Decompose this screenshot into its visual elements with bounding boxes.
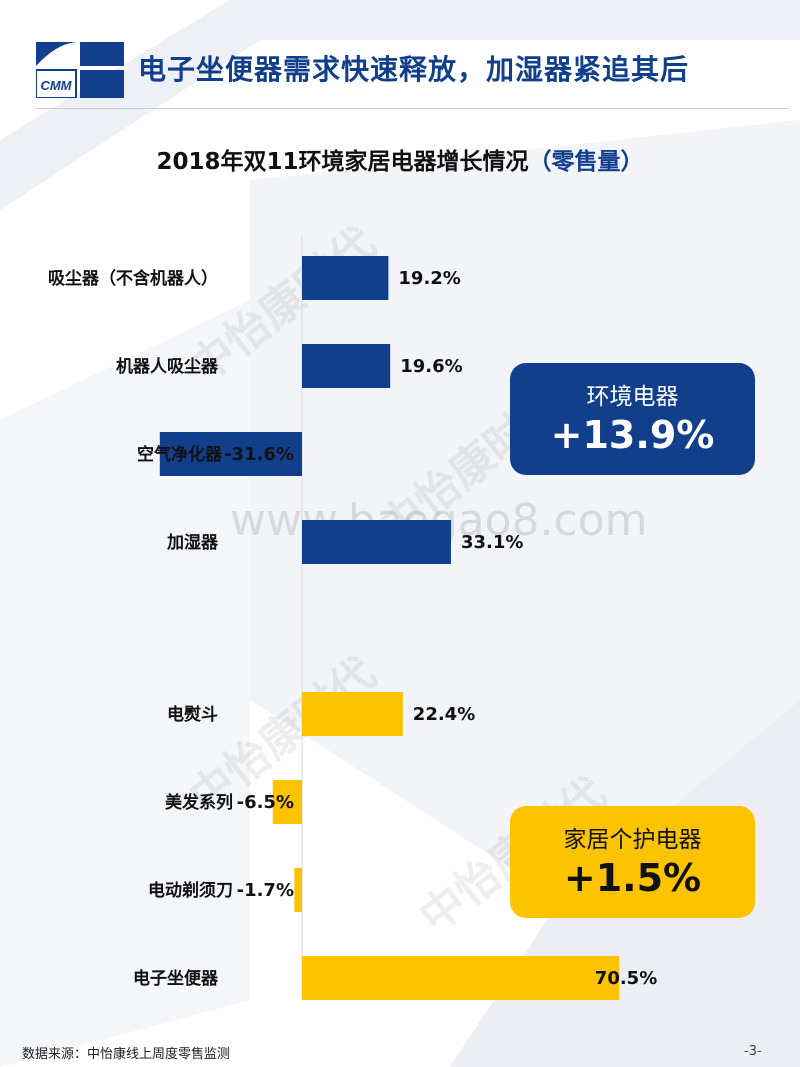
chart-title-unit: （零售量） <box>528 149 644 175</box>
summary-environment: 环境电器 +13.9% <box>510 363 755 475</box>
bar-value-label: -1.7% <box>237 880 294 901</box>
category-label: 机器人吸尘器 <box>116 356 219 377</box>
bar-value-label: -6.5% <box>237 792 294 813</box>
page-title: 电子坐便器需求快速释放，加湿器紧追其后 <box>138 53 690 86</box>
summary-personal-care: 家居个护电器 +1.5% <box>510 806 755 918</box>
bar <box>294 868 302 912</box>
chart-title: 2018年双11环境家居电器增长情况（零售量） <box>0 142 800 176</box>
bar <box>302 256 389 300</box>
logo-text: CMM <box>40 78 72 93</box>
category-label: 加湿器 <box>166 533 219 553</box>
category-label: 吸尘器（不含机器人） <box>48 268 218 289</box>
category-label: 空气净化器 <box>137 444 223 465</box>
page-number: -3- <box>744 1044 762 1059</box>
bar-value-label: -31.6% <box>224 444 294 465</box>
growth-bar-chart: 吸尘器（不含机器人） 19.2% 机器人吸尘器 19.6% 空气净化器 -31.6% 加湿器… <box>48 236 657 1000</box>
header-divider <box>36 108 788 109</box>
bar-value-label: 19.2% <box>398 268 460 289</box>
summary-environment-value: +13.9% <box>550 413 715 457</box>
category-label: 美发系列 <box>165 792 233 813</box>
summary-personal-care-value: +1.5% <box>563 856 702 900</box>
bar-value-label: 70.5% <box>595 968 657 989</box>
category-label: 电熨斗 <box>167 704 218 725</box>
category-label: 电动剃须刀 <box>148 880 233 901</box>
bar <box>302 344 391 388</box>
bar <box>302 520 451 564</box>
bar <box>302 692 403 736</box>
bar-value-label: 19.6% <box>400 356 462 377</box>
data-source: 数据来源：中怡康线上周度零售监测 <box>22 1047 231 1062</box>
cmm-logo: CMM <box>36 42 124 98</box>
bar-value-label: 33.1% <box>461 532 523 553</box>
chart-title-main: 2018年双11环境家居电器增长情况 <box>156 149 529 175</box>
bar <box>302 956 620 1000</box>
bar-value-label: 22.4% <box>413 704 475 725</box>
bar <box>272 780 302 824</box>
bar <box>159 432 302 476</box>
summary-personal-care-label: 家居个护电器 <box>563 827 702 853</box>
page-header: CMM 电子坐便器需求快速释放，加湿器紧追其后 <box>0 40 800 102</box>
summary-environment-label: 环境电器 <box>586 384 679 410</box>
category-label: 电子坐便器 <box>133 968 219 989</box>
